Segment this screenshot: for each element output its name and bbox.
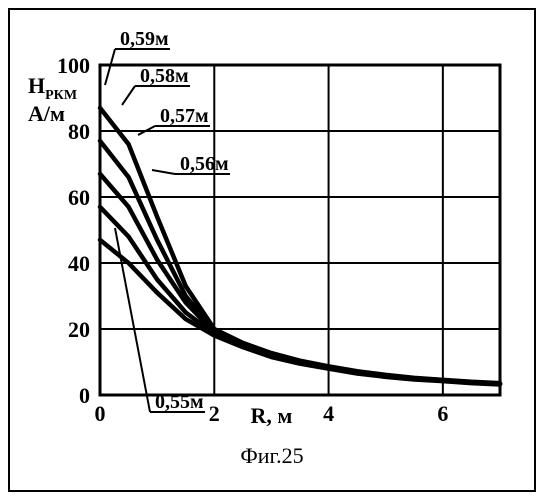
figure-container: 0246020406080100R, мHРКМА/м0,59м0,58м0,5… (0, 0, 544, 500)
outer-border (8, 8, 536, 492)
